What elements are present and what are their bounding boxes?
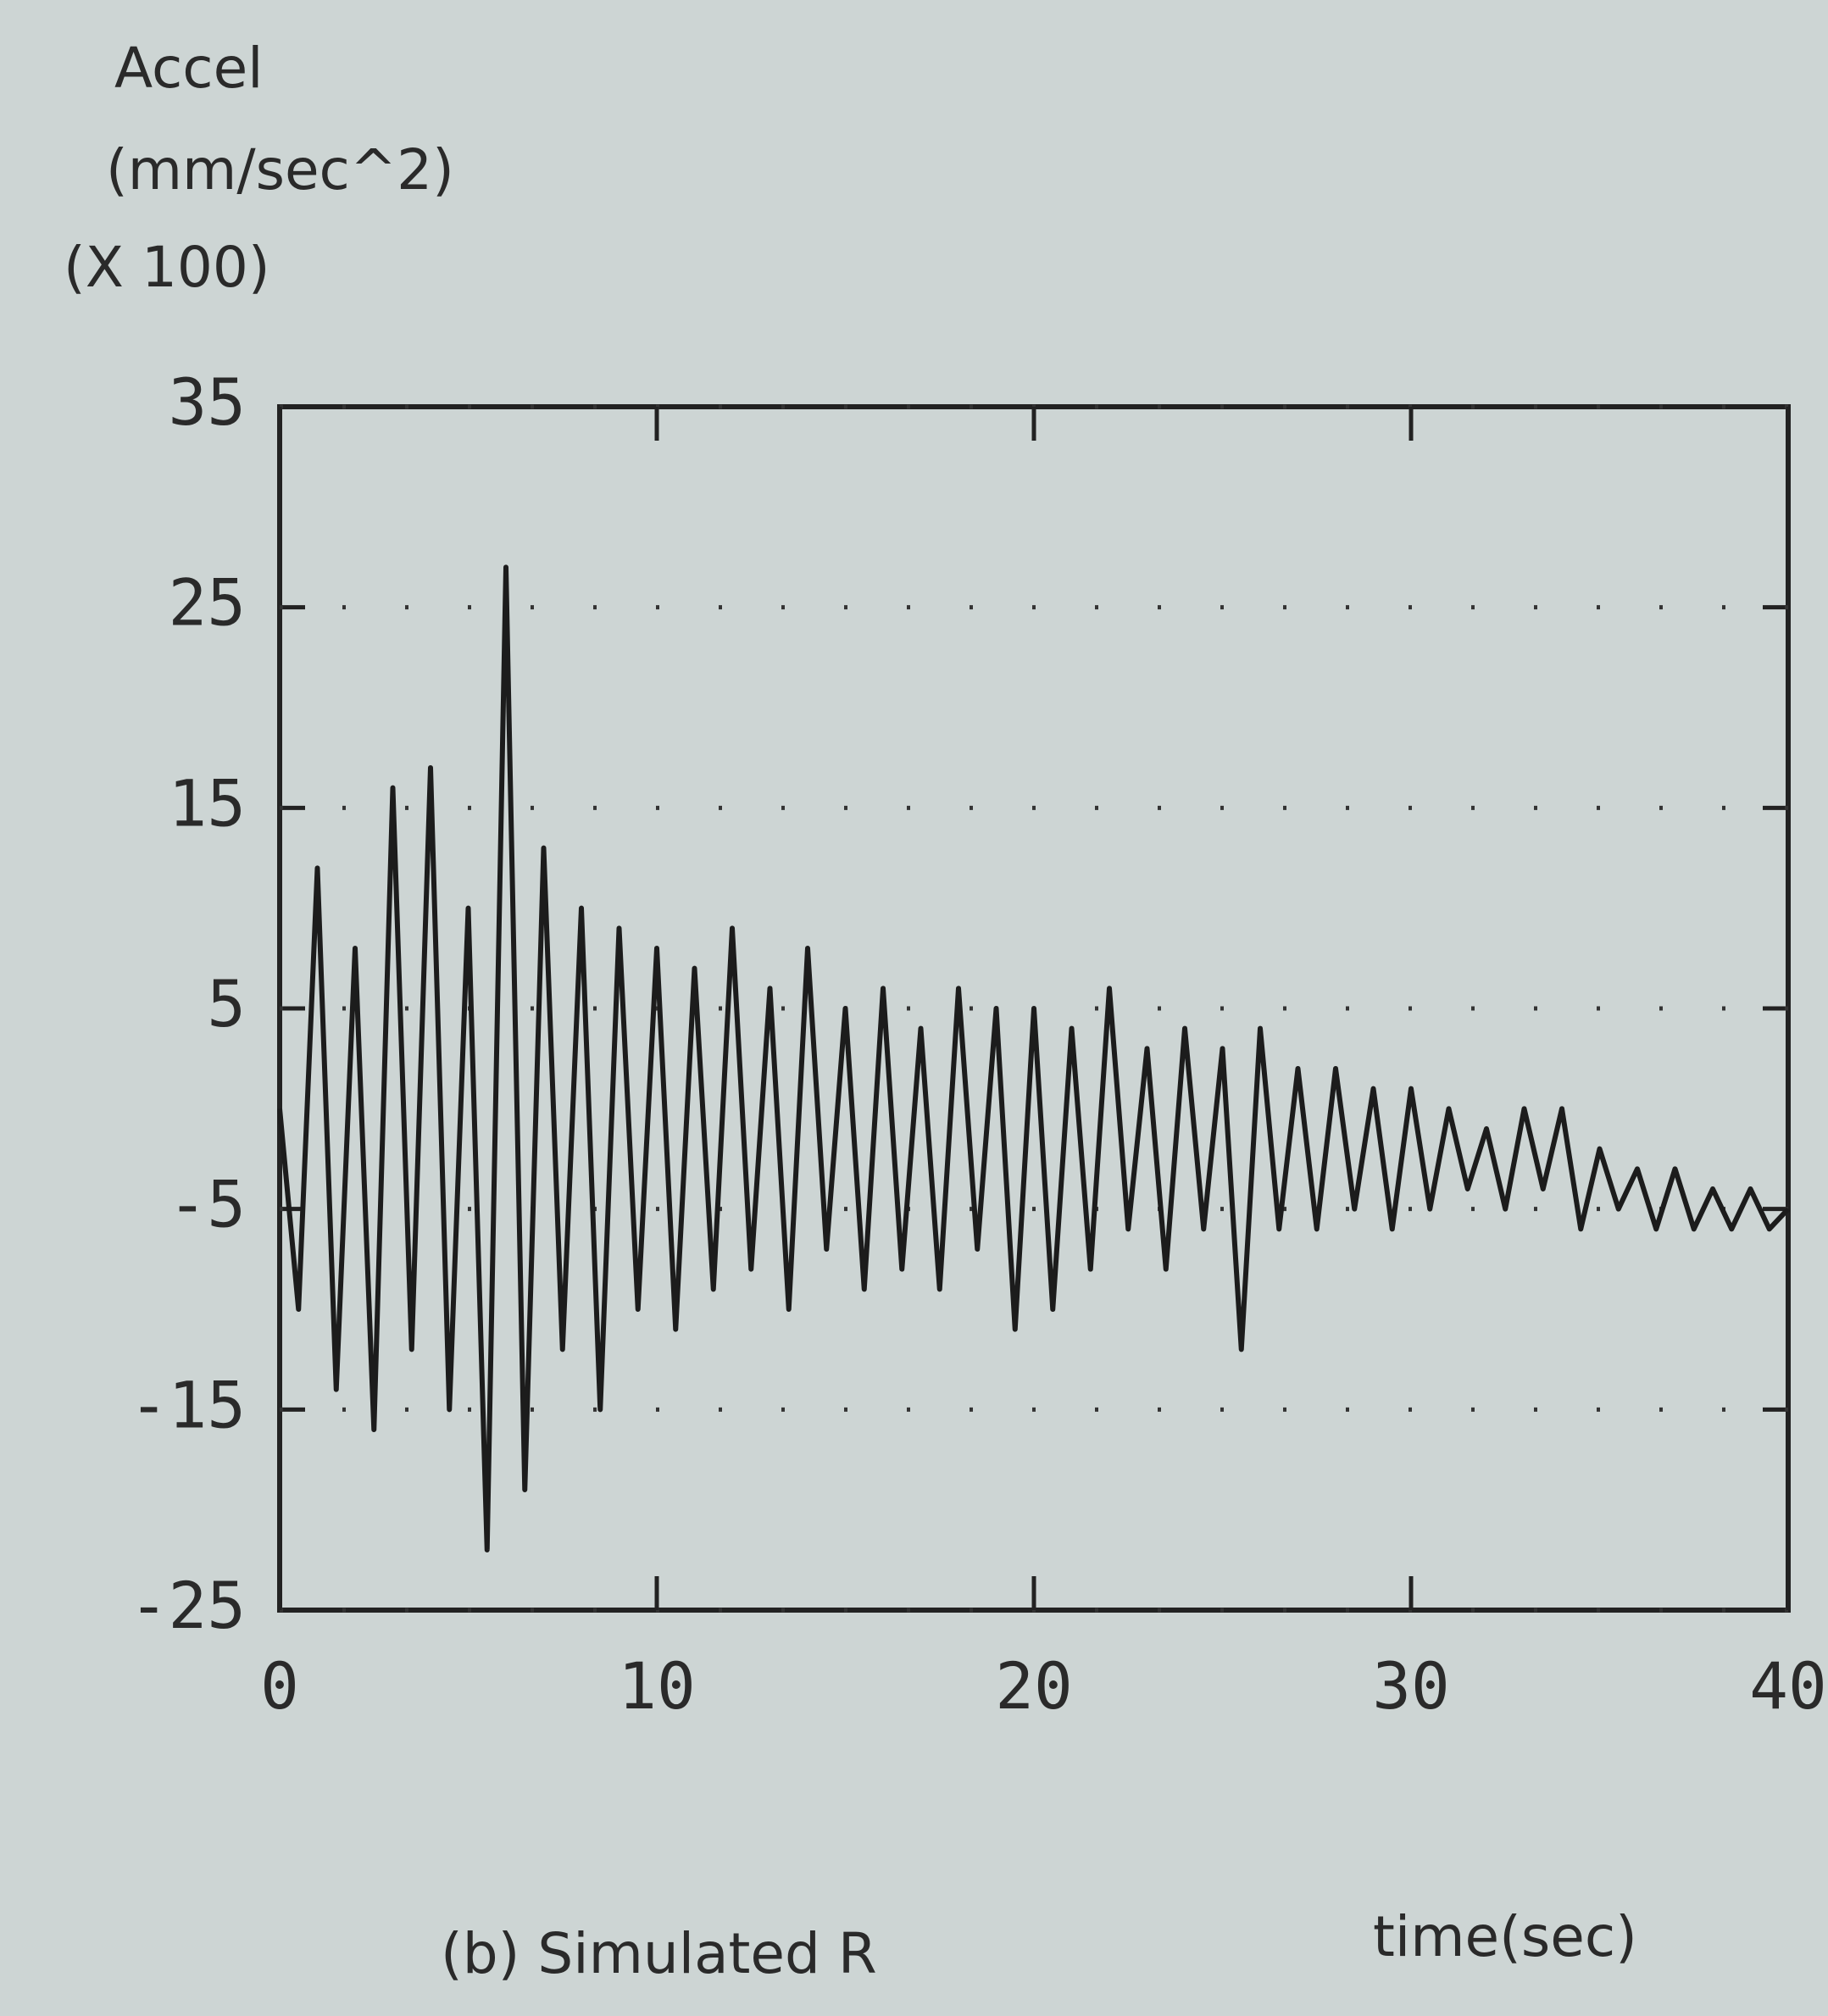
y-tick-label: 15	[168, 765, 246, 841]
y-tick-label: -15	[130, 1367, 246, 1442]
y-tick-label: 25	[168, 565, 246, 641]
y-tick-label: 5	[207, 966, 246, 1041]
x-tick-label: 10	[618, 1648, 696, 1724]
x-tick-label: 20	[995, 1648, 1073, 1724]
caption: (b) Simulated R	[441, 1921, 877, 1986]
y-tick-label: -5	[168, 1167, 246, 1242]
x-label: time(sec)	[1373, 1904, 1637, 1969]
y-tick-label: 35	[168, 364, 246, 440]
x-tick-label: 0	[260, 1648, 299, 1724]
x-tick-label: 40	[1749, 1648, 1827, 1724]
y-label: Accel	[114, 36, 264, 101]
signal-line	[277, 564, 1791, 1552]
x-tick-label: 30	[1372, 1648, 1450, 1724]
y-label: (mm/sec^2)	[106, 137, 454, 203]
y-label: (X 100)	[64, 235, 270, 300]
y-tick-label: -25	[130, 1568, 246, 1643]
